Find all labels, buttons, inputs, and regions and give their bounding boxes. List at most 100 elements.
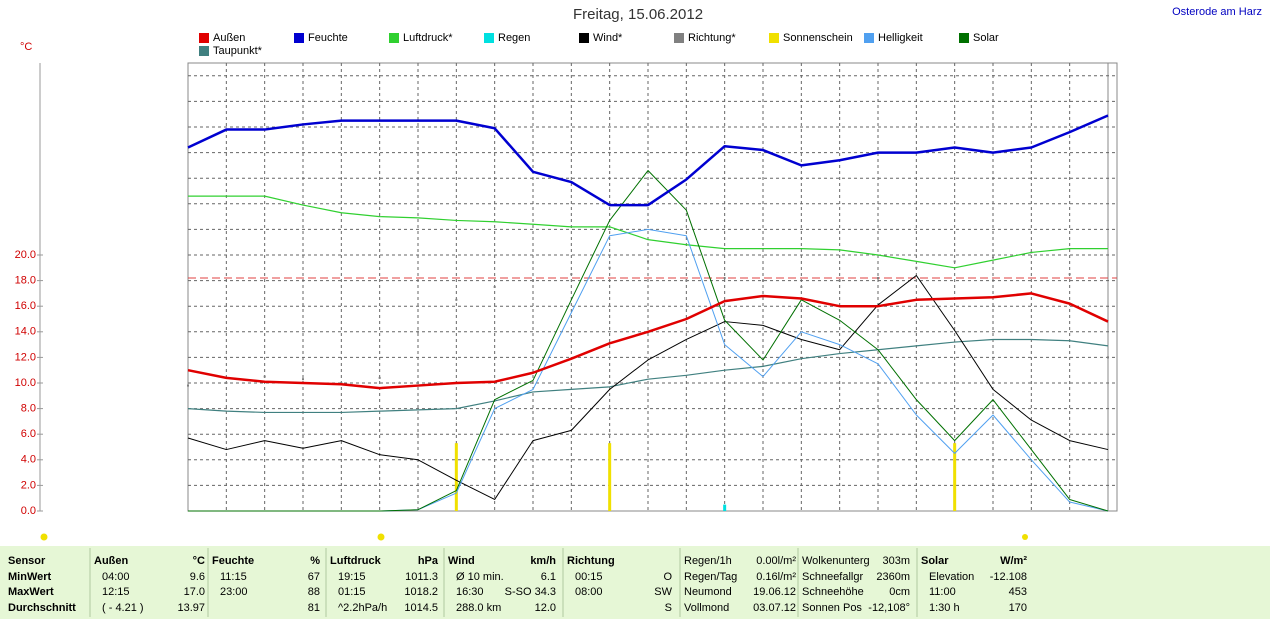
- dot: [838, 279, 841, 282]
- y-tick-label: 0.0: [21, 505, 36, 517]
- legend-swatch: [389, 33, 399, 43]
- stats-unit: °C: [193, 555, 205, 567]
- legend-label: Helligkeit: [878, 32, 923, 44]
- stats-value: 303m: [882, 555, 910, 567]
- stats-title: Sensor: [8, 555, 46, 567]
- dot: [302, 378, 304, 381]
- stats-value: S: [665, 602, 672, 614]
- legend-swatch: [674, 33, 684, 43]
- stats-label: ^2.2hPa/h: [338, 602, 387, 614]
- legend-label: Solar: [973, 32, 999, 44]
- series-line: [187, 292, 1109, 390]
- stats-value: 03.07.12: [753, 602, 796, 614]
- stats-value: 17.0: [184, 586, 205, 598]
- bar: [454, 443, 458, 511]
- stats-label: 04:00: [102, 571, 130, 583]
- stats-value: 1018.2: [404, 586, 438, 598]
- dot: [340, 382, 343, 384]
- dot: [915, 266, 918, 269]
- stats-value: -12,108°: [868, 602, 910, 614]
- legend-label: Regen: [498, 32, 530, 44]
- dot: [877, 277, 879, 280]
- stats-value: S-SO 34.3: [505, 586, 556, 598]
- y-tick-label: 12.0: [15, 351, 36, 363]
- stats-unit: W/m²: [1000, 555, 1027, 567]
- stats-label: Schneehöhe: [802, 586, 864, 598]
- stats-label: Sonnen Pos: [802, 602, 862, 614]
- stats-unit: km/h: [530, 555, 556, 567]
- dot: [1107, 356, 1109, 359]
- dot: [608, 266, 611, 269]
- bar: [953, 443, 957, 511]
- dot: [187, 384, 189, 387]
- stats-label: Neumond: [684, 586, 732, 598]
- dot: [493, 286, 496, 288]
- stats-label: 01:15: [338, 586, 366, 598]
- stats-label: 00:15: [575, 571, 603, 583]
- location: Osterode am Harz: [1172, 6, 1262, 18]
- stats-value: 2360m: [876, 571, 910, 583]
- series-line: [187, 114, 1109, 207]
- stats-row-label: MaxWert: [8, 586, 54, 598]
- dot: [417, 330, 419, 333]
- stats-label: 08:00: [575, 586, 603, 598]
- stats-value: -12.108: [990, 571, 1027, 583]
- stats-label: Regen/Tag: [684, 571, 737, 583]
- legend-label: Luftdruck*: [403, 32, 453, 44]
- stats-value: 1011.3: [405, 571, 438, 583]
- series-line: [187, 274, 1109, 500]
- stats-value: 453: [1009, 586, 1027, 598]
- stats-unit: hPa: [418, 555, 439, 567]
- stats-label: 1:30 h: [929, 602, 960, 614]
- stats-title: Außen: [94, 555, 129, 567]
- series-line: [187, 338, 1109, 414]
- stats-label: Elevation: [929, 571, 974, 583]
- stats-value: 6.1: [541, 571, 556, 583]
- stats-label: 12:15: [102, 586, 130, 598]
- legend-label: Feuchte: [308, 32, 348, 44]
- stats-label: 23:00: [220, 586, 248, 598]
- stats-title: Luftdruck: [330, 555, 382, 567]
- stats-value: 12.0: [535, 602, 556, 614]
- stats-value: O: [663, 571, 672, 583]
- stats-label: 19:15: [338, 571, 366, 583]
- y-tick-label: 20.0: [15, 249, 36, 261]
- legend-swatch: [959, 33, 969, 43]
- dot: [992, 256, 994, 259]
- y-tick-label: 18.0: [15, 275, 36, 287]
- legend-label: Außen: [213, 32, 245, 44]
- stats-panel: [0, 546, 1270, 619]
- stats-title: Solar: [921, 555, 949, 567]
- dot: [723, 277, 726, 280]
- stats-label: 11:15: [220, 571, 247, 583]
- legend-label: Richtung*: [688, 32, 736, 44]
- stats-label: Vollmond: [684, 602, 729, 614]
- bar: [723, 504, 727, 511]
- stats-label: 11:00: [929, 586, 956, 598]
- legend-swatch: [199, 46, 209, 56]
- legend-swatch: [199, 33, 209, 43]
- sun-icon: [377, 533, 385, 541]
- dot: [953, 260, 956, 263]
- legend-swatch: [484, 33, 494, 43]
- stats-title: Richtung: [567, 555, 615, 567]
- stats-value: 0.16l/m²: [756, 571, 796, 583]
- stats-value: 19.06.12: [753, 586, 796, 598]
- dot: [685, 279, 688, 282]
- dot: [225, 382, 228, 384]
- stats-value: 0cm: [889, 586, 910, 598]
- stats-label: Schneefallgr: [802, 571, 863, 583]
- legend-swatch: [579, 33, 589, 43]
- legend-swatch: [864, 33, 874, 43]
- legend-swatch: [294, 33, 304, 43]
- y-tick-label: 2.0: [21, 479, 36, 491]
- stats-label: 16:30: [456, 586, 484, 598]
- stats-value: 81: [308, 602, 320, 614]
- stats-label: ( - 4.21 ): [102, 602, 144, 614]
- stats-label: Wolkenunterg: [802, 555, 870, 567]
- y-axis-label: °C: [20, 41, 32, 53]
- y-tick-label: 6.0: [21, 428, 36, 440]
- dot: [762, 279, 764, 282]
- y-tick-label: 10.0: [15, 377, 36, 389]
